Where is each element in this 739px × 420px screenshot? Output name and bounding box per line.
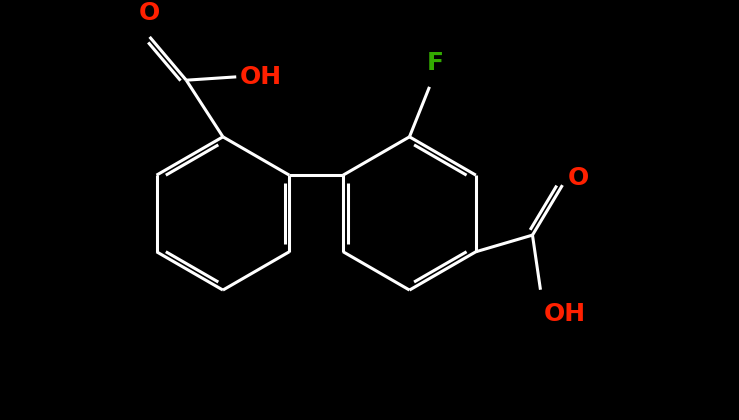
Text: O: O	[139, 1, 160, 25]
Text: O: O	[568, 166, 589, 191]
Text: OH: OH	[544, 302, 586, 326]
Text: F: F	[426, 51, 443, 75]
Text: OH: OH	[239, 65, 282, 89]
